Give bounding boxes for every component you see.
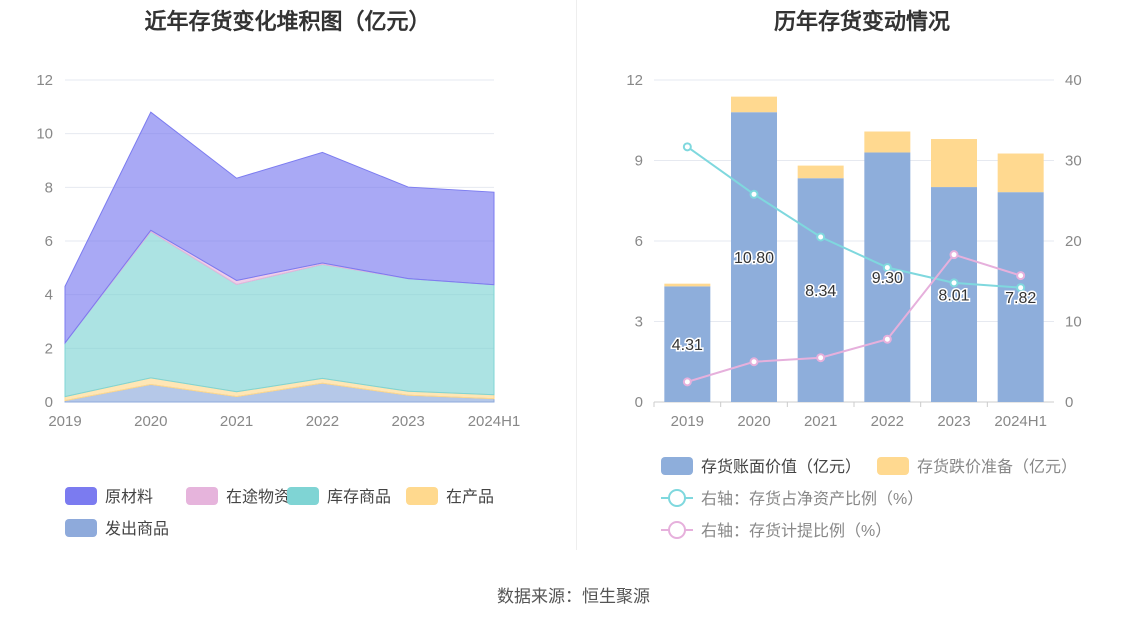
x-tick-label: 2022 [306,413,339,430]
y-tick-label: 10 [36,126,53,143]
legend-label: 右轴：存货计提比例（%） [701,522,891,540]
x-tick-label: 2020 [134,413,167,430]
y-tick-label: 2 [45,340,53,357]
legend-swatch [406,487,438,505]
legend-item: 发出商品 [65,519,169,538]
bar-value-label: 8.01 [938,288,969,305]
legend-label: 原材料 [105,488,153,506]
x-tick-label: 2023 [392,413,425,430]
bar [797,178,844,402]
x-tick-label: 2023 [937,413,970,430]
legend-item: 存货账面价值（亿元） [661,457,861,476]
y2-tick-label: 0 [1065,394,1073,411]
y-tick-label: 0 [45,394,53,411]
left-chart-title: 近年存货变化堆积图（亿元） [144,9,431,34]
legend-marker [668,489,686,507]
y-tick-label: 12 [626,72,643,89]
y-tick-label: 8 [45,179,53,196]
bar [997,153,1044,193]
area-series [64,111,495,345]
line-point [682,142,692,152]
bar [864,131,911,153]
y-tick-label: 3 [635,314,643,331]
bar [731,96,777,113]
y-tick-label: 6 [635,233,643,250]
bar [731,112,777,402]
line-point [749,189,759,199]
bar-value-label: 4.31 [672,337,703,354]
legend-label: 存货账面价值（亿元） [701,458,861,476]
y-tick-label: 6 [45,233,53,250]
legend-item: 在途物资 [186,487,290,506]
bar [997,192,1044,402]
y2-tick-label: 40 [1065,72,1082,89]
legend-label: 在途物资 [226,488,290,506]
line-point [682,377,692,387]
legend-marker [668,521,686,539]
y2-tick-label: 20 [1065,233,1082,250]
legend-label: 发出商品 [105,520,169,538]
bar-line-chart: 0 3 6 9 12 0 10 20 30 40 2019 2020 2021 2022 2023 2024H… [626,72,1082,540]
y-tick-label: 9 [635,153,643,170]
line-point [949,278,959,288]
legend-swatch [661,457,693,475]
legend-swatch [877,457,909,475]
x-tick-label: 2022 [871,413,904,430]
bar [664,283,711,287]
legend-item: 右轴：存货占净资产比例（%） [661,489,923,508]
x-tick-label: 2019 [671,413,704,430]
legend-item: 存货跌价准备（亿元） [877,457,1077,476]
bar-value-label: 7.82 [1005,290,1036,307]
y-tick-label: 4 [45,287,53,304]
stacked-area-chart: 0 2 4 6 8 10 12 2019 2020 2021 2022 2023 2024H1 原材料 在途… [36,72,521,538]
bar [931,187,977,402]
stacked-area-chart-panel: 近年存货变化堆积图（亿元） 0 2 4 6 8 10 12 2019 2020 2021 2022 2… [0,0,575,560]
bar [797,165,844,179]
y-tick-label: 0 [635,394,643,411]
legend-item: 原材料 [65,487,153,506]
right-chart-title: 历年存货变动情况 [773,9,950,34]
data-source-note: 数据来源：恒生聚源 [497,587,650,606]
x-tick-label: 2024H1 [994,413,1047,430]
y-tick-label: 12 [36,72,53,89]
legend-item: 在产品 [406,487,494,506]
legend-item: 库存商品 [287,487,391,506]
legend-label: 在产品 [446,488,494,506]
line-point [1016,283,1026,293]
bar-value-label: 10.80 [734,250,774,267]
legend-label: 存货跌价准备（亿元） [917,458,1077,476]
panel-divider [576,0,577,550]
line-point [1016,271,1026,281]
legend-swatch [186,487,218,505]
legend-item: 右轴：存货计提比例（%） [661,521,891,540]
legend-swatch [65,519,97,537]
x-tick-label: 2021 [220,413,253,430]
line-point [949,250,959,260]
bar [864,152,911,402]
legend-swatch [65,487,97,505]
line-point [816,232,826,242]
bar-value-label: 9.30 [872,270,903,287]
x-tick-label: 2024H1 [468,413,521,430]
y2-tick-label: 30 [1065,153,1082,170]
line-point [882,263,892,273]
bar [931,139,977,188]
line-point [816,353,826,363]
legend-label: 库存商品 [327,488,391,506]
legend-label: 右轴：存货占净资产比例（%） [701,490,923,508]
x-tick-label: 2019 [48,413,81,430]
x-tick-label: 2020 [737,413,770,430]
y2-tick-label: 10 [1065,314,1082,331]
line-series [686,146,1021,289]
line-point [882,334,892,344]
legend-swatch [287,487,319,505]
line-point [749,357,759,367]
line-series [687,253,1021,383]
bar-line-chart-panel: 历年存货变动情况 0 3 6 9 12 0 10 20 30 40 2019 2020 2021 2022… [577,0,1147,560]
x-tick-label: 2021 [804,413,837,430]
bar-value-label: 8.34 [805,283,836,300]
